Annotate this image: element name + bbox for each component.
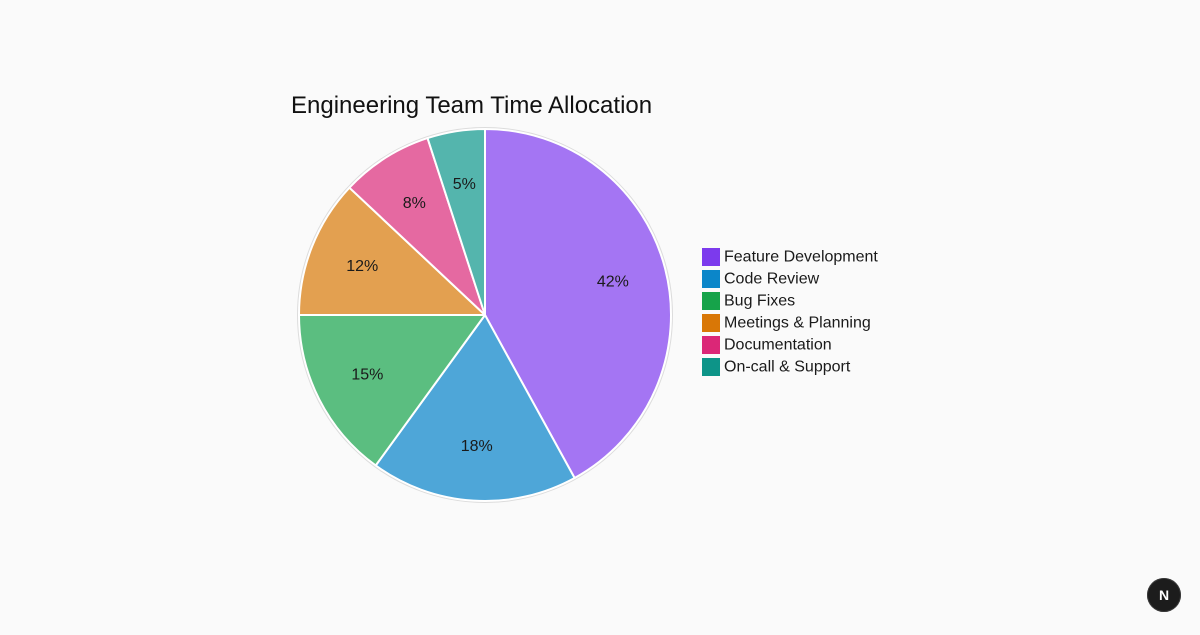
legend-label: Code Review — [724, 271, 820, 288]
slice-value-label: 18% — [461, 438, 493, 455]
n-logo-icon: N — [1158, 587, 1170, 603]
slice-value-label: 42% — [597, 274, 629, 291]
legend-item-meetings-and-planning[interactable]: Meetings & Planning — [702, 314, 871, 332]
pie-slice-feature-development[interactable] — [484, 128, 672, 479]
slice-value-label: 8% — [403, 195, 426, 212]
legend-label: Documentation — [724, 337, 832, 354]
legend-item-bug-fixes[interactable]: Bug Fixes — [702, 292, 795, 310]
legend-swatch — [702, 248, 720, 266]
legend-label: Feature Development — [724, 249, 878, 266]
legend-swatch — [702, 358, 720, 376]
legend-swatch — [702, 314, 720, 332]
slice-value-label: 15% — [351, 366, 383, 383]
legend-label: On-call & Support — [724, 359, 851, 376]
pie-slice-code-review[interactable] — [374, 314, 576, 502]
pie-value-labels: 42% 18% 15% 12% 8% 5% — [346, 176, 629, 455]
n-logo-button[interactable]: N — [1147, 578, 1181, 612]
legend-swatch — [702, 336, 720, 354]
pie-slice-documentation[interactable] — [348, 137, 486, 316]
legend-item-code-review[interactable]: Code Review — [702, 270, 820, 288]
slice-value-label: 5% — [453, 176, 476, 193]
pie-slices — [297, 127, 673, 503]
legend-item-feature-development[interactable]: Feature Development — [702, 248, 878, 266]
legend-swatch — [702, 270, 720, 288]
pie-slice-on-call-and-support[interactable] — [426, 128, 486, 316]
slice-value-label: 12% — [346, 258, 378, 275]
legend-item-on-call-and-support[interactable]: On-call & Support — [702, 358, 851, 376]
pie-slice-bug-fixes[interactable] — [298, 314, 486, 467]
legend-swatch — [702, 292, 720, 310]
legend-item-documentation[interactable]: Documentation — [702, 336, 832, 354]
legend-label: Bug Fixes — [724, 293, 795, 310]
legend: Feature Development Code Review Bug Fixes M… — [702, 248, 878, 376]
chart-title: Engineering Team Time Allocation — [291, 92, 652, 119]
legend-label: Meetings & Planning — [724, 315, 871, 332]
pie-slice-meetings-and-planning[interactable] — [298, 186, 486, 316]
